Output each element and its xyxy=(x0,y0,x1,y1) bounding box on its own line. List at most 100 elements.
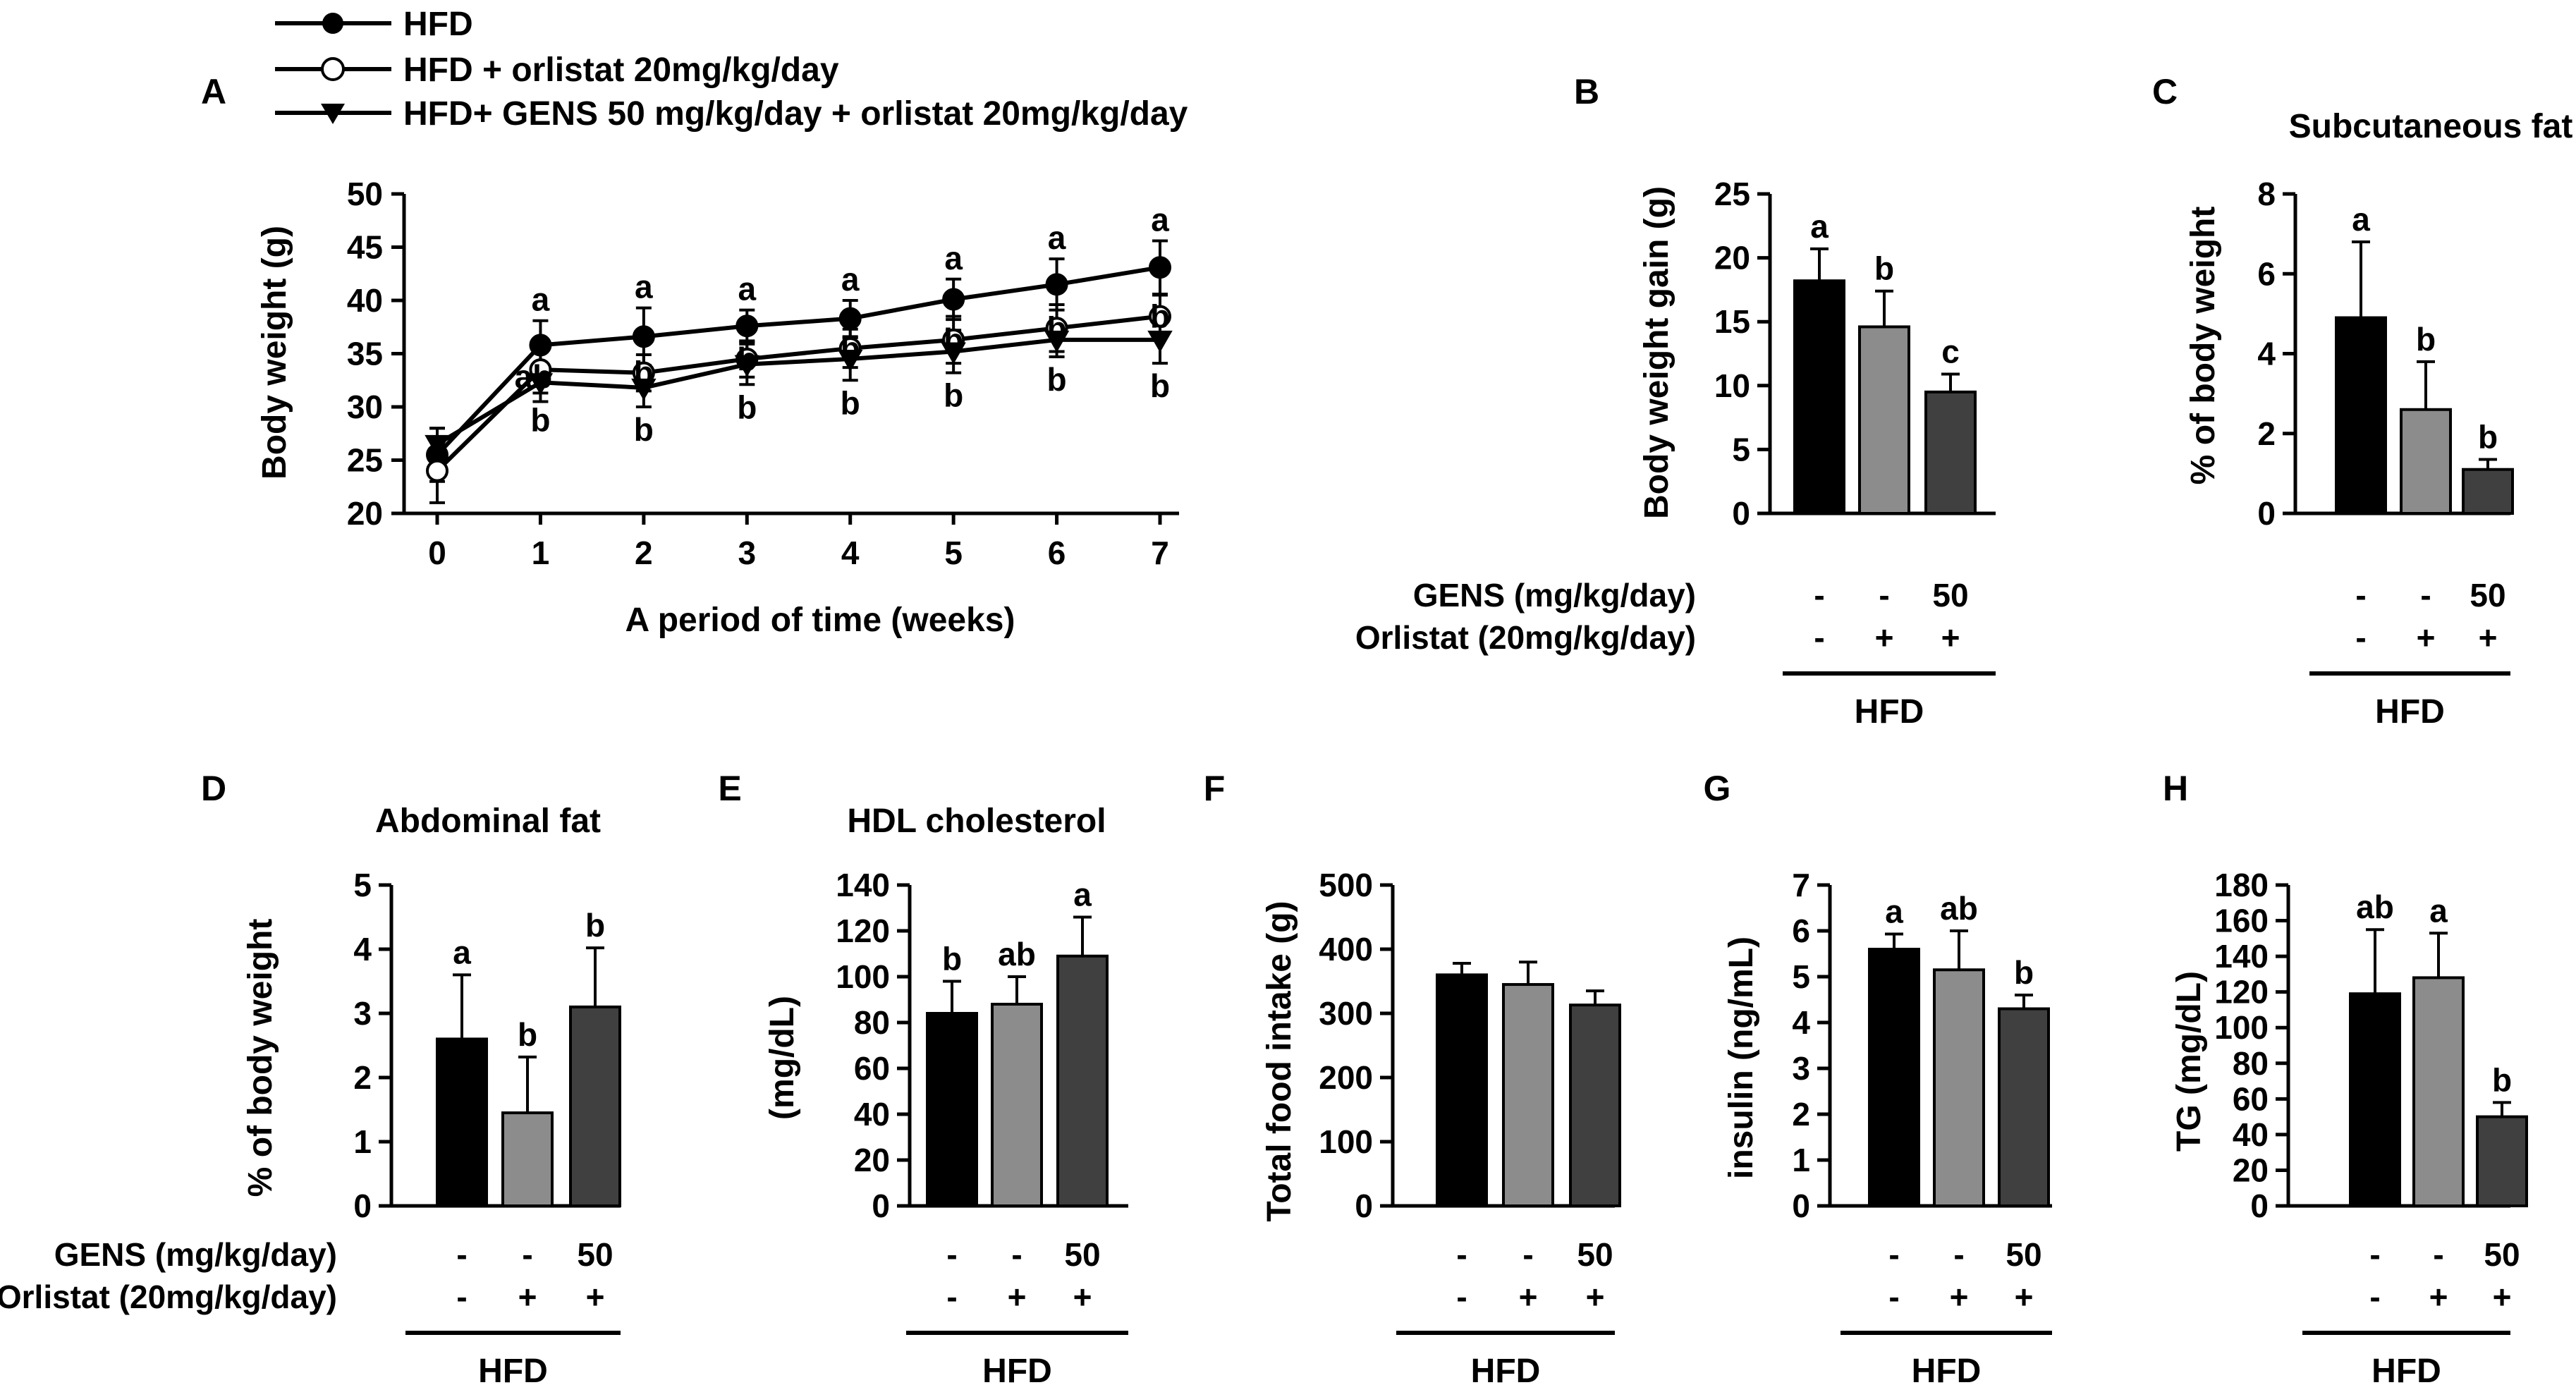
significance-letter: b xyxy=(1047,361,1067,398)
bar xyxy=(2349,992,2401,1207)
y-tick-label: 6 xyxy=(1792,913,1810,949)
orlistat-value: - xyxy=(2369,1279,2380,1315)
series-0-point xyxy=(1149,256,1171,279)
diet-label: HFD xyxy=(982,1353,1052,1385)
bar xyxy=(2412,976,2465,1207)
y-tick-label: 5 xyxy=(353,867,372,903)
y-tick-label: 2 xyxy=(1792,1096,1810,1133)
orlistat-label: Orlistat (20mg/kg/day) xyxy=(1355,619,1696,656)
significance-letter: a xyxy=(1151,201,1169,238)
series-line-2 xyxy=(436,337,1160,446)
orlistat-value: + xyxy=(586,1279,605,1315)
diet-label: HFD xyxy=(478,1353,548,1385)
orlistat-value: + xyxy=(1073,1279,1092,1315)
y-tick-label: 140 xyxy=(836,867,890,903)
legend-label: HFD + orlistat 20mg/kg/day xyxy=(403,51,839,89)
panel-g: G 0 1 2 3 4 5 6 7 insulin (ng/mL) a abb - - - +50 + HFD xyxy=(1704,769,2052,1385)
bar xyxy=(1502,983,1554,1208)
gens-value: - xyxy=(2433,1236,2443,1273)
panel-f: F 0 100 200 300 400 500 Total food intake (g) - -… xyxy=(1204,769,1621,1385)
significance-letter: b xyxy=(518,1016,537,1053)
gens-value: 50 xyxy=(2006,1236,2041,1273)
x-tick-label: 4 xyxy=(841,535,860,571)
series-2-point xyxy=(734,355,760,377)
orlistat-value: + xyxy=(1586,1279,1605,1315)
series-2-point xyxy=(1044,330,1070,353)
significance-letter: a xyxy=(2352,201,2370,238)
bar xyxy=(1924,390,1977,515)
y-axis-title: TG (mg/dL) xyxy=(2171,971,2208,1152)
legend-label: HFD+ GENS 50 mg/kg/day + orlistat 20mg/k… xyxy=(403,95,1188,133)
y-tick-label: 100 xyxy=(2214,1009,2269,1046)
x-tick-label: 6 xyxy=(1048,535,1066,571)
orlistat-value: + xyxy=(1008,1279,1027,1315)
significance-letter: a xyxy=(2429,892,2448,929)
x-tick-label: 5 xyxy=(944,535,963,571)
orlistat-value: + xyxy=(2493,1279,2512,1315)
y-tick-label: 20 xyxy=(2233,1152,2269,1188)
y-tick-label: 60 xyxy=(2233,1080,2269,1117)
gens-value: - xyxy=(1879,577,1889,614)
y-tick-label: 2 xyxy=(353,1059,372,1096)
y-tick-label: 100 xyxy=(836,958,890,995)
gens-value: 50 xyxy=(577,1236,613,1273)
significance-letter: b xyxy=(2478,419,2498,456)
significance-letter: a xyxy=(1048,219,1066,256)
significance-letter: b xyxy=(2416,321,2436,358)
gens-value: - xyxy=(946,1236,957,1273)
significance-letter: b xyxy=(1150,367,1170,404)
orlistat-value: - xyxy=(1888,1279,1899,1315)
series-1-point xyxy=(426,459,448,482)
series-0-point xyxy=(529,334,552,357)
y-tick-label: 120 xyxy=(2214,974,2269,1011)
y-tick-label: 80 xyxy=(2233,1045,2269,1082)
orlistat-value: + xyxy=(2015,1279,2034,1315)
y-axis-title: % of body weight xyxy=(242,919,279,1197)
series-line-0 xyxy=(435,265,1161,457)
orlistat-value: - xyxy=(1814,619,1824,656)
bar xyxy=(2335,316,2387,515)
y-tick-label: 5 xyxy=(1792,958,1810,995)
significance-letter: b xyxy=(737,341,757,377)
gens-value: - xyxy=(456,1236,467,1273)
series-1-point xyxy=(1149,305,1171,328)
legend-marker xyxy=(322,13,343,34)
bar xyxy=(2462,468,2514,515)
series-0-point xyxy=(838,307,862,330)
y-tick-label: 30 xyxy=(347,389,383,425)
gens-value: - xyxy=(2420,577,2431,614)
panel-letter: H xyxy=(2163,769,2188,808)
y-tick-label: 20 xyxy=(347,495,383,532)
y-tick-label: 0 xyxy=(1792,1188,1810,1224)
y-tick-label: 500 xyxy=(1319,867,1373,903)
x-tick-label: 7 xyxy=(1151,535,1169,571)
y-tick-label: 2 xyxy=(2257,415,2276,452)
significance-letter: b xyxy=(841,330,860,367)
legend-marker xyxy=(321,57,345,81)
significance-letter: b xyxy=(944,322,963,358)
bar xyxy=(1933,968,1985,1207)
panel-title: Abdominal fat xyxy=(375,803,601,840)
y-tick-label: 20 xyxy=(1714,240,1750,276)
y-axis-title: insulin (ng/mL) xyxy=(1723,936,1760,1179)
significance-letter: ab xyxy=(515,358,553,395)
significance-letter: b xyxy=(530,401,550,438)
orlistat-value: + xyxy=(1519,1279,1538,1315)
y-tick-label: 5 xyxy=(1732,431,1750,468)
orlistat-value: - xyxy=(1456,1279,1467,1315)
y-tick-label: 0 xyxy=(1355,1188,1373,1224)
gens-label: GENS (mg/kg/day) xyxy=(1413,577,1696,614)
gens-value: 50 xyxy=(2470,577,2505,614)
y-tick-label: 0 xyxy=(2250,1188,2269,1224)
y-tick-label: 120 xyxy=(836,913,890,949)
significance-letter: b xyxy=(634,355,654,391)
significance-letter: b xyxy=(2492,1061,2512,1098)
significance-letter: b xyxy=(634,411,654,448)
significance-letter: a xyxy=(635,269,653,305)
y-tick-label: 50 xyxy=(347,176,383,212)
series-0-point xyxy=(1045,273,1068,296)
significance-letter: b xyxy=(585,907,605,944)
bar xyxy=(1998,1007,2050,1207)
diet-label: HFD xyxy=(1912,1353,1982,1385)
